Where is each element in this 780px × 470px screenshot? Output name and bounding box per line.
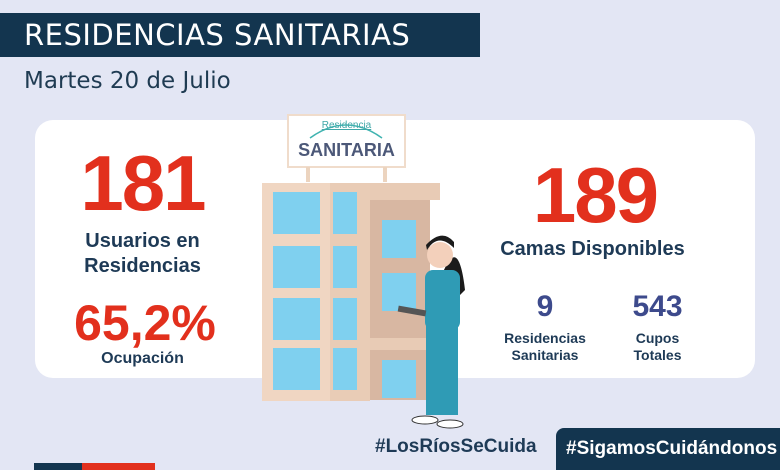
sign-line-1: Residencia (321, 120, 372, 131)
hashtag-los-rios: #LosRíosSeCuida (375, 436, 537, 457)
residences-value: 9 (536, 290, 554, 323)
occupancy-label: Ocupación (101, 350, 184, 367)
flag-stripe-navy (34, 463, 82, 470)
slots-label-line-1: Cupos (635, 330, 680, 346)
slots-label-line-2: Totales (633, 347, 682, 363)
beds-value: 189 (532, 151, 659, 239)
residences-label-line-2: Sanitarias (511, 347, 579, 363)
beds-label: Camas Disponibles (500, 238, 685, 260)
flag-stripe-red (82, 463, 155, 470)
residences-label-line-1: Residencias (504, 330, 586, 346)
slots-label: Cupos Totales (610, 330, 705, 364)
building-nurse-illustration (262, 114, 465, 429)
sign-line-2: SANITARIA (298, 140, 395, 160)
slots-value: 543 (632, 290, 683, 323)
residences-label: Residencias Sanitarias (495, 330, 595, 364)
users-label-line-2: Residencias (84, 255, 201, 277)
users-label: Usuarios en Residencias (55, 229, 230, 279)
date-label: Martes 20 de Julio (24, 68, 231, 94)
page-title: RESIDENCIAS SANITARIAS (24, 18, 411, 52)
users-value: 181 (80, 139, 206, 227)
occupancy-value: 65,2% (74, 295, 216, 351)
title-banner: RESIDENCIAS SANITARIAS (0, 13, 480, 57)
users-label-line-1: Usuarios en (85, 230, 200, 252)
hashtag-sigamos: #SigamosCuidándonos (556, 428, 780, 470)
